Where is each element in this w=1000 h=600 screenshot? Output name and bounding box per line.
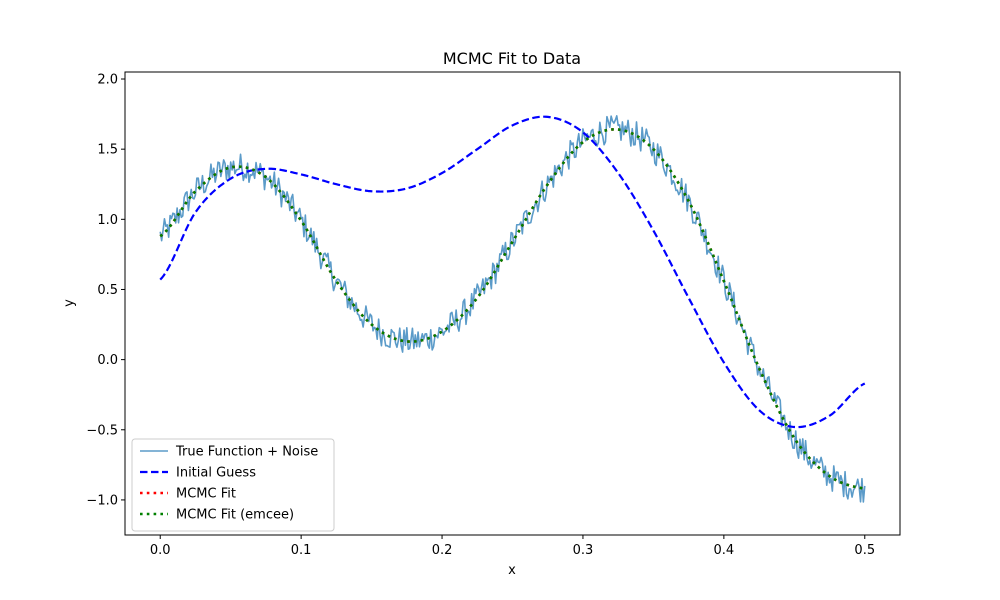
series-line-1 <box>159 115 866 429</box>
legend-label: MCMC Fit (emcee) <box>176 508 294 523</box>
x-tick-label: 0.3 <box>573 543 594 558</box>
plot-frame <box>124 71 901 536</box>
x-tick-label: 0.2 <box>432 543 453 558</box>
x-axis-label: x <box>508 563 516 578</box>
x-tick-label: 0.4 <box>714 543 735 558</box>
y-axis-label: y <box>62 299 77 307</box>
legend-label: Initial Guess <box>176 466 256 481</box>
legend-label: True Function + Noise <box>175 445 318 460</box>
y-tick-label: 1.0 <box>97 213 118 228</box>
y-tick-label: −1.0 <box>86 493 118 508</box>
legend: True Function + Noise Initial Guess MCMC F… <box>131 438 335 532</box>
series-layer <box>159 115 866 503</box>
x-tick-label: 0.1 <box>291 543 312 558</box>
y-tick-label: 2.0 <box>97 73 118 88</box>
legend-label: MCMC Fit <box>176 487 236 502</box>
chart-title: MCMC Fit to Data <box>443 49 581 68</box>
y-axis: −1.0 −0.5 0.0 0.5 1.0 1.5 2.0 <box>86 73 125 508</box>
x-axis: 0.0 0.1 0.2 0.3 0.4 0.5 <box>150 535 875 558</box>
y-tick-label: 1.5 <box>97 143 118 158</box>
y-tick-label: 0.5 <box>97 283 118 298</box>
x-tick-label: 0.0 <box>150 543 171 558</box>
y-tick-label: −0.5 <box>86 423 118 438</box>
series-line-3 <box>159 128 866 490</box>
y-tick-label: 0.0 <box>97 353 118 368</box>
series-line-0 <box>159 115 866 503</box>
x-tick-label: 0.5 <box>854 543 875 558</box>
legend-box <box>131 438 335 532</box>
